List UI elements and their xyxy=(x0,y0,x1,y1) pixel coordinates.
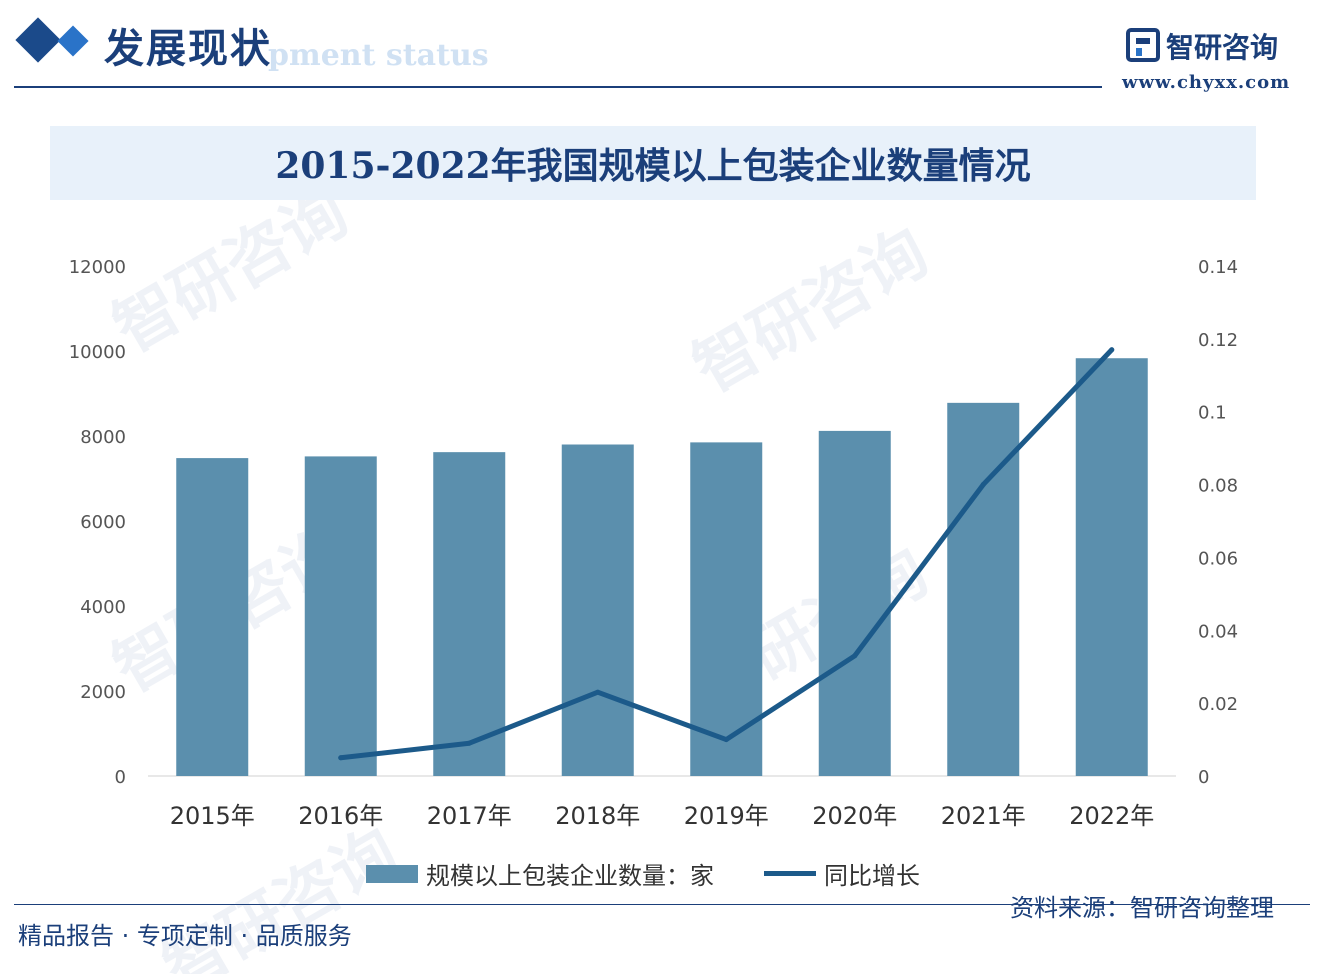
y-right-tick-label: 0 xyxy=(1198,767,1209,788)
bar xyxy=(818,430,891,776)
growth-point xyxy=(980,482,986,488)
y-left-tick-label: 8000 xyxy=(80,427,126,448)
brand-logo-icon xyxy=(1126,28,1160,62)
y-right-tick-label: 0.14 xyxy=(1198,257,1238,278)
legend-line-swatch xyxy=(764,871,816,876)
y-right-tick-label: 0.08 xyxy=(1198,476,1238,497)
x-tick-label: 2021年 xyxy=(941,802,1026,830)
brand-name: 智研咨询 xyxy=(1166,31,1279,64)
x-tick-label: 2020年 xyxy=(812,802,897,830)
header-subtitle: pment status xyxy=(268,38,489,73)
footer-tagline: 精品报告 · 专项定制 · 品质服务 xyxy=(18,922,352,950)
bar xyxy=(947,402,1020,776)
page-title: 发展现状 xyxy=(104,25,272,72)
x-tick-label: 2018年 xyxy=(555,802,640,830)
growth-point xyxy=(852,653,858,659)
growth-point xyxy=(723,737,729,743)
footer-source: 资料来源：智研咨询整理 xyxy=(1010,894,1274,922)
chart-title-band: 2015-2022年我国规模以上包装企业数量情况 xyxy=(50,126,1256,200)
legend-bar-label: 规模以上包装企业数量：家 xyxy=(426,862,714,890)
header-divider xyxy=(14,86,1102,88)
x-tick-label: 2017年 xyxy=(427,802,512,830)
y-right-tick-label: 0.02 xyxy=(1198,694,1238,715)
y-left-tick-label: 10000 xyxy=(69,342,126,363)
y-right-tick-label: 0.04 xyxy=(1198,621,1238,642)
bar xyxy=(1075,358,1148,776)
growth-point xyxy=(338,755,344,761)
x-tick-label: 2022年 xyxy=(1069,802,1154,830)
chart-legend: 规模以上包装企业数量：家 同比增长 xyxy=(366,856,920,891)
bar xyxy=(433,452,506,776)
x-tick-label: 2015年 xyxy=(170,802,255,830)
footer-divider xyxy=(14,904,1310,905)
y-left-tick-label: 2000 xyxy=(80,682,126,703)
brand-url[interactable]: www.chyxx.com xyxy=(1122,72,1291,93)
chart-title: 2015-2022年我国规模以上包装企业数量情况 xyxy=(275,145,1031,187)
legend-bar-swatch xyxy=(366,864,418,883)
growth-point xyxy=(595,689,601,695)
legend-line-label: 同比增长 xyxy=(824,862,920,890)
y-right-tick-label: 0.1 xyxy=(1198,403,1227,424)
bar xyxy=(304,456,377,776)
y-right-tick-label: 0.06 xyxy=(1198,548,1238,569)
growth-point xyxy=(466,740,472,746)
growth-point xyxy=(1109,347,1115,353)
y-left-tick-label: 4000 xyxy=(80,597,126,618)
bar xyxy=(561,444,634,776)
bar xyxy=(176,458,249,776)
x-tick-label: 2016年 xyxy=(298,802,383,830)
y-left-tick-label: 0 xyxy=(115,767,126,788)
y-left-tick-label: 6000 xyxy=(80,512,126,533)
bar xyxy=(690,442,763,776)
x-tick-label: 2019年 xyxy=(684,802,769,830)
y-right-tick-label: 0.12 xyxy=(1198,330,1238,351)
y-left-tick-label: 12000 xyxy=(69,257,126,278)
